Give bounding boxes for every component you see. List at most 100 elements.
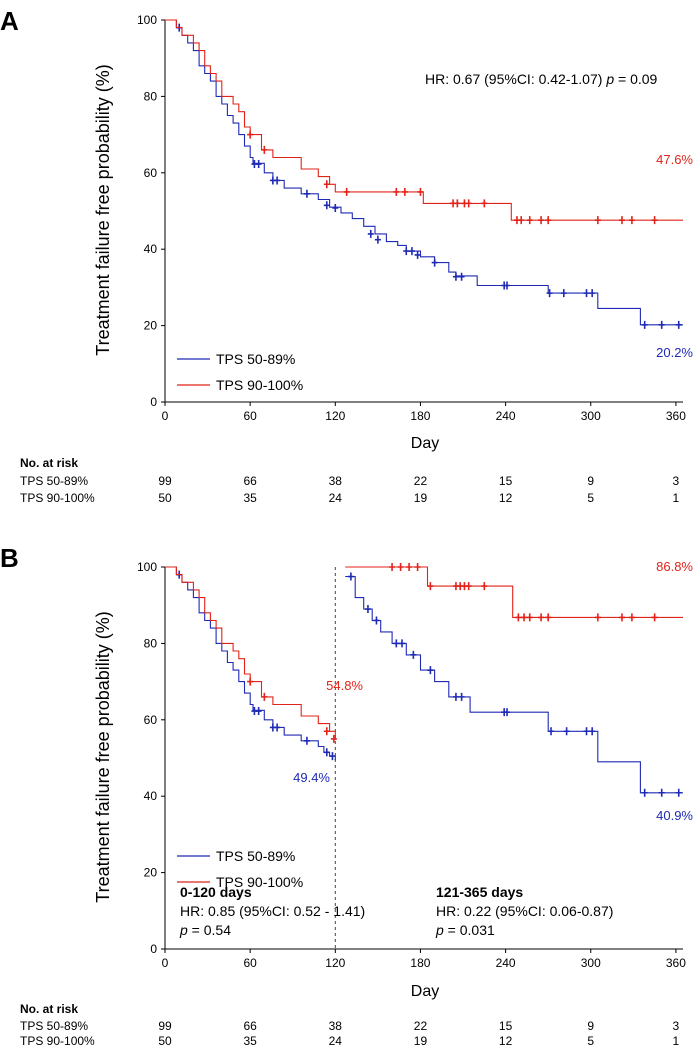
censor-mark (589, 727, 596, 736)
censor-mark (389, 563, 396, 571)
panel-b: B Treatment failure free probability (%)… (0, 543, 693, 1048)
x-tick-label: 60 (243, 409, 257, 423)
panel-b-blue-early-label: 49.4% (293, 770, 330, 785)
y-tick-label: 0 (150, 942, 157, 956)
censor-mark (255, 707, 262, 716)
censor-mark (323, 180, 330, 189)
censor-mark (323, 201, 330, 210)
risk-count: 12 (499, 491, 513, 505)
censor-mark (374, 235, 381, 244)
x-tick-label: 360 (666, 956, 686, 970)
censor-mark (628, 613, 635, 622)
censor-mark (323, 748, 330, 757)
x-tick-label: 180 (410, 956, 430, 970)
censor-mark (414, 563, 421, 571)
right-hazard-ratio: HR: 0.22 (95%CI: 0.06-0.87) (436, 903, 613, 919)
censor-mark (658, 788, 665, 797)
censor-mark (583, 289, 590, 298)
censor-mark (393, 639, 400, 648)
risk-count: 19 (414, 1034, 428, 1048)
censor-mark (408, 247, 415, 256)
risk-count: 35 (243, 1034, 257, 1048)
risk-count: 99 (158, 1019, 172, 1033)
panel-a-survival-curves (165, 19, 683, 329)
censor-mark (545, 216, 552, 225)
x-tick-label: 240 (496, 956, 516, 970)
censor-mark (521, 613, 528, 622)
censor-mark (538, 613, 545, 622)
x-tick-label: 60 (243, 956, 257, 970)
risk-count: 12 (499, 1034, 513, 1048)
panel-b-survival-curves (165, 563, 683, 949)
panel-b-left-stats: 0-120 days HR: 0.85 (95%CI: 0.52 - 1.41)… (179, 884, 365, 938)
censor-mark (373, 616, 380, 625)
legend-label-tps-90-100: TPS 90-100% (216, 377, 303, 393)
censor-mark (465, 199, 472, 208)
risk-count: 19 (414, 491, 428, 505)
y-tick-label: 20 (144, 319, 158, 333)
censor-mark (504, 708, 511, 717)
censor-mark (247, 677, 254, 686)
censor-mark (247, 130, 254, 139)
censor-mark (332, 203, 339, 212)
censor-mark (427, 666, 434, 675)
censor-mark (343, 187, 350, 196)
risk-count: 1 (673, 491, 680, 505)
censor-mark (417, 187, 424, 196)
y-tick-label: 80 (144, 89, 158, 103)
censor-mark (401, 187, 408, 196)
panel-a: A Treatment failure free probability (%)… (0, 6, 693, 505)
panel-a-blue-end-label: 20.2% (656, 345, 693, 360)
left-hazard-ratio: HR: 0.85 (95%CI: 0.52 - 1.41) (180, 903, 365, 919)
censor-mark (274, 723, 281, 732)
censor-mark (641, 788, 648, 797)
panel-a-x-axis-label: Day (411, 435, 439, 452)
censor-mark (594, 216, 601, 225)
y-tick-label: 40 (144, 789, 158, 803)
censor-mark (618, 216, 625, 225)
censor-mark (403, 247, 410, 256)
censor-mark (452, 272, 459, 281)
censor-mark (452, 692, 459, 701)
censor-mark (594, 613, 601, 622)
censor-mark (465, 582, 472, 591)
panel-b-y-axis-label: Treatment failure free probability (%) (93, 611, 113, 902)
censor-mark (546, 289, 553, 298)
censor-mark (658, 320, 665, 329)
risk-count: 5 (587, 491, 594, 505)
tps-50-89-curve (165, 19, 683, 326)
risk-count: 3 (673, 1019, 680, 1033)
tps-90-100-late-curve (345, 566, 683, 618)
censor-mark (367, 229, 374, 238)
panel-a-axes: 0 20 40 60 80 100 0 60 120 180 240 300 360 (137, 13, 686, 423)
censor-mark (274, 176, 281, 185)
censor-mark (303, 189, 310, 198)
panel-b-risk-table: No. at risk TPS 50-89% TPS 90-100% 99 66 3… (20, 1002, 680, 1048)
panel-a-hazard-ratio: HR: 0.67 (95%CI: 0.42-1.07) p = 0.09 (425, 71, 658, 87)
censor-mark (560, 289, 567, 298)
censor-mark (347, 572, 354, 581)
right-p-value: p = 0.031 (435, 922, 495, 938)
censor-mark (583, 727, 590, 736)
censor-mark (399, 639, 406, 648)
tps-50-89-late-curve (345, 575, 683, 794)
panel-b-red-early-label: 54.8% (326, 678, 363, 693)
censor-mark (454, 199, 461, 208)
panel-b-blue-late-label: 40.9% (656, 808, 693, 823)
censor-mark (481, 582, 488, 591)
censor-mark (563, 727, 570, 736)
x-tick-label: 120 (325, 409, 345, 423)
panel-a-red-end-label: 47.6% (656, 152, 693, 167)
censor-mark (397, 563, 404, 571)
censor-mark (414, 250, 421, 259)
x-tick-label: 240 (496, 409, 516, 423)
censor-mark (504, 281, 511, 290)
censor-mark (515, 613, 522, 622)
censor-mark (393, 187, 400, 196)
risk-count: 5 (587, 1034, 594, 1048)
x-tick-label: 180 (410, 409, 430, 423)
censor-mark (329, 752, 336, 761)
censor-mark (526, 613, 533, 622)
tps-90-100-early-curve (165, 566, 336, 740)
risk-count: 9 (587, 474, 594, 488)
